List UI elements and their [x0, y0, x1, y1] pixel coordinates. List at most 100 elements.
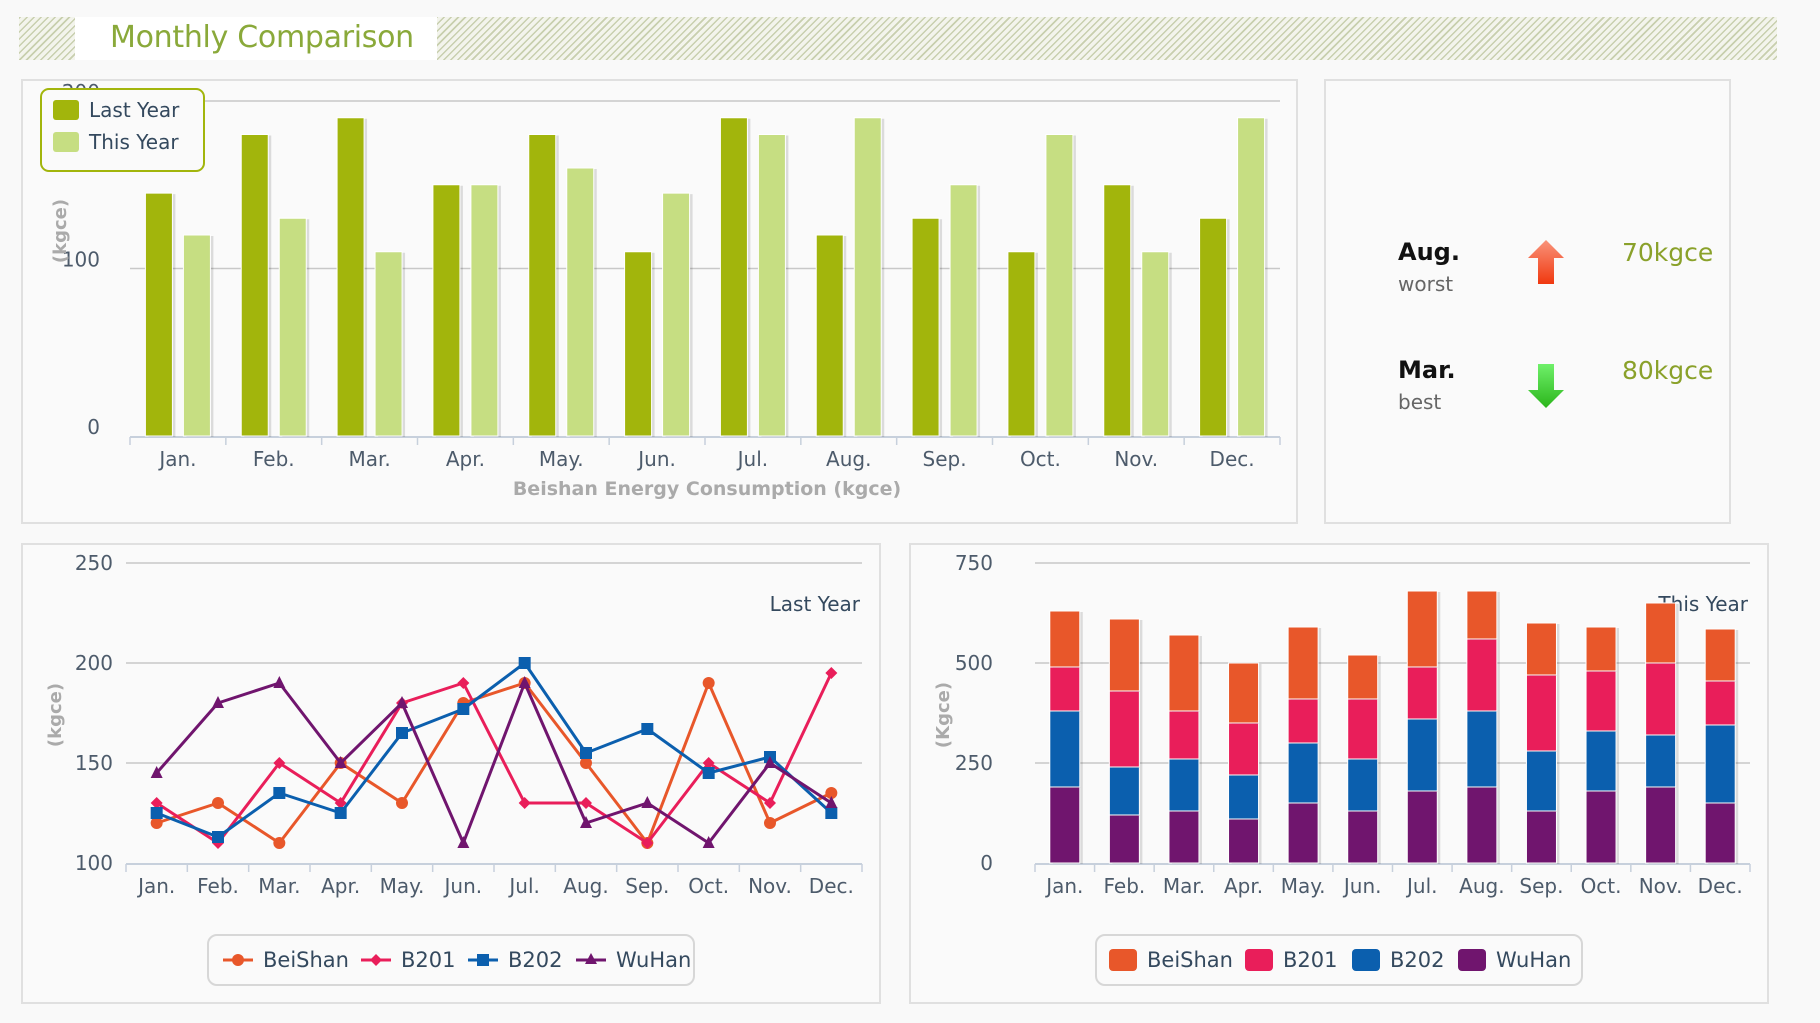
data-point-b202 — [334, 807, 347, 819]
stack-segment-wuhan — [1466, 786, 1498, 864]
stack-segment-beishan — [1108, 618, 1140, 692]
worst-month: Aug. — [1398, 238, 1460, 266]
legend-item-beishan[interactable]: BeiShan — [1109, 936, 1233, 984]
legend-item-beishan[interactable]: BeiShan — [221, 936, 349, 984]
data-point-b201 — [273, 757, 286, 769]
stack-segment-wuhan — [1525, 810, 1557, 864]
legend-item-b202[interactable]: B202 — [466, 936, 563, 984]
legend-item-b202[interactable]: B202 — [1352, 936, 1445, 984]
swatch-icon — [1458, 949, 1486, 971]
data-point-wuhan — [212, 696, 224, 708]
x-tick-label: Jul. — [736, 447, 769, 471]
stack-segment-b202 — [1287, 742, 1319, 804]
x-tick-label: Dec. — [809, 874, 854, 898]
data-point-beishan — [580, 757, 592, 769]
bar-last-year — [432, 184, 461, 437]
stack-segment-beishan — [1704, 628, 1736, 682]
stack-segment-b201 — [1108, 690, 1140, 768]
data-point-wuhan — [641, 796, 654, 808]
stack-segment-wuhan — [1168, 810, 1200, 864]
bar-this-year — [757, 134, 786, 437]
data-point-b201 — [518, 797, 531, 809]
stack-segment-beishan — [1466, 590, 1498, 640]
x-tick-label: Feb. — [197, 874, 239, 898]
last-year-line-chart: 100 150 200 250 Jan. Feb. Mar. Apr. May. Jun. Jul.… — [45, 551, 863, 898]
x-tick-label: Aug. — [563, 874, 608, 898]
stack-segment-b202 — [1645, 734, 1677, 788]
best-label: best — [1398, 390, 1442, 414]
stack-segment-beishan — [1406, 590, 1438, 668]
legend-label: B202 — [1390, 948, 1445, 972]
y-tick-label: 100 — [75, 851, 113, 875]
arrow-up-icon — [1526, 238, 1566, 286]
series-line-b202 — [156, 661, 833, 839]
x-tick-label: May. — [1281, 874, 1326, 898]
stack-segment-b201 — [1645, 662, 1677, 736]
x-tick-label: May. — [539, 447, 584, 471]
stack-segment-b202 — [1168, 758, 1200, 812]
legend-item-b201[interactable]: B201 — [359, 936, 456, 984]
bar-last-year — [1103, 184, 1132, 437]
data-point-beishan — [702, 677, 715, 689]
worst-label: worst — [1398, 272, 1454, 296]
y-tick-label: 200 — [75, 651, 113, 675]
x-tick-label: Dec. — [1210, 447, 1255, 471]
stack-segment-wuhan — [1645, 786, 1677, 864]
x-tick-label: Oct. — [1581, 874, 1622, 898]
x-tick-label: Mar. — [258, 874, 300, 898]
x-axis-title: Beishan Energy Consumption (kgce) — [513, 478, 901, 500]
stack-segment-wuhan — [1049, 786, 1081, 864]
data-point-beishan — [396, 797, 408, 809]
x-tick-label: Jan. — [1044, 874, 1083, 898]
bar-this-year — [470, 184, 499, 437]
bar-this-year — [278, 217, 307, 437]
legend-label: Last Year — [89, 98, 180, 122]
x-tick-label: Feb. — [253, 447, 295, 471]
data-point-b201 — [825, 667, 838, 679]
data-point-b202 — [825, 807, 838, 819]
stack-segment-wuhan — [1108, 814, 1140, 864]
data-point-b202 — [150, 807, 163, 819]
stack-segment-wuhan — [1406, 790, 1438, 864]
legend-item-wuhan[interactable]: WuHan — [1458, 936, 1571, 984]
y-axis-title: (Kgce) — [933, 682, 954, 748]
data-point-b202 — [457, 703, 470, 715]
data-point-wuhan — [334, 756, 347, 768]
summary-panel: Aug. worst 70kgce Mar. best — [1324, 79, 1731, 524]
x-tick-label: Jul. — [507, 874, 540, 898]
data-point-beishan — [212, 797, 224, 809]
circle-marker-icon — [223, 954, 253, 966]
stack-segment-b201 — [1525, 674, 1557, 752]
x-tick-label: Jan. — [136, 874, 175, 898]
stack-segment-b202 — [1585, 730, 1617, 792]
data-point-wuhan — [580, 816, 592, 828]
stack-segment-beishan — [1645, 602, 1677, 664]
x-tick-label: Jun. — [1342, 874, 1382, 898]
y-tick-label: 250 — [75, 551, 113, 575]
y-axis-title: (kgce) — [45, 683, 66, 747]
stack-segment-b201 — [1287, 698, 1319, 744]
legend-label: BeiShan — [263, 948, 349, 972]
chart-subtitle: Last Year — [770, 592, 861, 616]
stack-segment-beishan — [1228, 662, 1260, 724]
this-year-panel: 0 250 500 750 Jan. Feb. Mar. Apr. May. Jun. Jul. Au… — [909, 543, 1769, 1004]
bar-this-year — [374, 251, 403, 437]
legend-item-wuhan[interactable]: WuHan — [574, 936, 691, 984]
square-marker-icon — [468, 954, 498, 966]
bar-last-year — [240, 134, 269, 437]
bar-this-year — [662, 192, 691, 437]
best-value: 80kgce — [1622, 356, 1714, 385]
title-band: Monthly Comparison — [19, 17, 1777, 60]
stack-segment-b202 — [1466, 710, 1498, 788]
data-point-beishan — [764, 817, 776, 829]
bar-this-year — [1237, 117, 1266, 437]
diamond-marker-icon — [361, 954, 391, 966]
summary-worst: Aug. worst 70kgce — [1326, 238, 1729, 318]
stack-segment-beishan — [1049, 610, 1081, 668]
stack-segment-b201 — [1466, 638, 1498, 712]
stack-segment-b201 — [1585, 670, 1617, 732]
triangle-marker-icon — [576, 953, 606, 964]
stack-segment-b201 — [1347, 698, 1379, 760]
bar-this-year — [566, 167, 595, 437]
legend-item-b201[interactable]: B201 — [1245, 936, 1338, 984]
